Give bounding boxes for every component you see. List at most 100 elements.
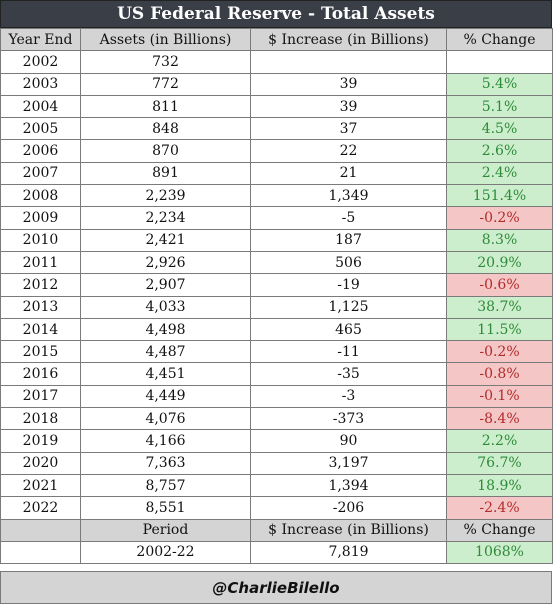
year-cell: 2004 bbox=[0, 94, 81, 119]
pct-change-cell: 2.6% bbox=[446, 139, 553, 163]
table-row: 2009 2,234 -5 -0.2% bbox=[0, 206, 553, 230]
table-row: 2022 8,551 -206 -2.4% bbox=[0, 496, 553, 520]
pct-change-cell: 18.9% bbox=[446, 473, 553, 498]
assets-cell: 8,551 bbox=[80, 496, 251, 520]
increase-cell: 3,197 bbox=[250, 451, 447, 475]
assets-cell: 4,498 bbox=[80, 317, 251, 342]
year-cell: 2017 bbox=[0, 384, 81, 409]
assets-cell: 848 bbox=[80, 117, 251, 141]
increase-cell: 1,125 bbox=[250, 295, 447, 319]
increase-cell: 506 bbox=[250, 250, 447, 275]
year-cell: 2007 bbox=[0, 161, 81, 186]
table-row: 2006 870 22 2.6% bbox=[0, 139, 553, 163]
pct-change-cell: -0.6% bbox=[446, 273, 553, 297]
assets-cell: 772 bbox=[80, 72, 251, 96]
summary-increase: 7,819 bbox=[250, 540, 447, 565]
table-row: 2016 4,451 -35 -0.8% bbox=[0, 362, 553, 386]
assets-cell: 4,076 bbox=[80, 407, 251, 431]
year-cell: 2015 bbox=[0, 340, 81, 364]
table-row: 2020 7,363 3,197 76.7% bbox=[0, 451, 553, 475]
assets-cell: 4,451 bbox=[80, 362, 251, 386]
year-cell: 2008 bbox=[0, 184, 81, 208]
increase-cell: -206 bbox=[250, 496, 447, 520]
increase-cell: -3 bbox=[250, 384, 447, 409]
column-header-year: Year End bbox=[0, 27, 81, 52]
increase-cell: 1,349 bbox=[250, 184, 447, 208]
year-cell: 2019 bbox=[0, 429, 81, 453]
increase-cell: 90 bbox=[250, 429, 447, 453]
summary-header-blank bbox=[0, 518, 81, 542]
year-cell: 2016 bbox=[0, 362, 81, 386]
year-cell: 2020 bbox=[0, 451, 81, 475]
summary-header-pct: % Change bbox=[446, 518, 553, 542]
pct-change-cell: -2.4% bbox=[446, 496, 553, 520]
summary-blank bbox=[0, 540, 81, 565]
assets-cell: 4,487 bbox=[80, 340, 251, 364]
pct-change-cell: 20.9% bbox=[446, 250, 553, 275]
year-cell: 2003 bbox=[0, 72, 81, 96]
column-header-increase: $ Increase (in Billions) bbox=[250, 27, 447, 52]
table-row: 2017 4,449 -3 -0.1% bbox=[0, 384, 553, 409]
increase-cell: -19 bbox=[250, 273, 447, 297]
increase-cell: 39 bbox=[250, 94, 447, 119]
increase-cell: 187 bbox=[250, 228, 447, 252]
assets-cell: 4,033 bbox=[80, 295, 251, 319]
increase-cell bbox=[250, 50, 447, 74]
assets-cell: 2,239 bbox=[80, 184, 251, 208]
table-row: 2019 4,166 90 2.2% bbox=[0, 429, 553, 453]
header-row: Year End Assets (in Billions) $ Increase… bbox=[0, 27, 553, 52]
assets-cell: 891 bbox=[80, 161, 251, 186]
pct-change-cell: 4.5% bbox=[446, 117, 553, 141]
table-row: 2004 811 39 5.1% bbox=[0, 94, 553, 119]
table-row: 2008 2,239 1,349 151.4% bbox=[0, 184, 553, 208]
chart-title: US Federal Reserve - Total Assets bbox=[0, 0, 552, 28]
pct-change-cell: -0.8% bbox=[446, 362, 553, 386]
year-cell: 2014 bbox=[0, 317, 81, 342]
assets-cell: 811 bbox=[80, 94, 251, 119]
year-cell: 2013 bbox=[0, 295, 81, 319]
table-row: 2018 4,076 -373 -8.4% bbox=[0, 407, 553, 431]
increase-cell: 39 bbox=[250, 72, 447, 96]
table-body: 2002 732 2003 772 39 5.4% 2004 811 39 5.1% 2005 848… bbox=[0, 50, 553, 520]
pct-change-cell: -0.2% bbox=[446, 206, 553, 230]
year-cell: 2010 bbox=[0, 228, 81, 252]
pct-change-cell: 5.4% bbox=[446, 72, 553, 96]
table-row: 2013 4,033 1,125 38.7% bbox=[0, 295, 553, 319]
assets-cell: 2,421 bbox=[80, 228, 251, 252]
year-cell: 2018 bbox=[0, 407, 81, 431]
pct-change-cell bbox=[446, 50, 553, 74]
pct-change-cell: 11.5% bbox=[446, 317, 553, 342]
pct-change-cell: 151.4% bbox=[446, 184, 553, 208]
year-cell: 2011 bbox=[0, 250, 81, 275]
assets-cell: 7,363 bbox=[80, 451, 251, 475]
increase-cell: 1,394 bbox=[250, 473, 447, 498]
table-row: 2021 8,757 1,394 18.9% bbox=[0, 473, 553, 498]
summary-pct: 1068% bbox=[446, 540, 553, 565]
assets-cell: 2,234 bbox=[80, 206, 251, 230]
year-cell: 2006 bbox=[0, 139, 81, 163]
assets-cell: 4,449 bbox=[80, 384, 251, 409]
increase-cell: 22 bbox=[250, 139, 447, 163]
assets-cell: 870 bbox=[80, 139, 251, 163]
table-row: 2012 2,907 -19 -0.6% bbox=[0, 273, 553, 297]
pct-change-cell: 76.7% bbox=[446, 451, 553, 475]
year-cell: 2022 bbox=[0, 496, 81, 520]
pct-change-cell: 2.2% bbox=[446, 429, 553, 453]
pct-change-cell: -0.1% bbox=[446, 384, 553, 409]
table-row: 2015 4,487 -11 -0.2% bbox=[0, 340, 553, 364]
increase-cell: -11 bbox=[250, 340, 447, 364]
author-credit: @CharlieBilello bbox=[0, 571, 552, 604]
summary-header-period: Period bbox=[80, 518, 251, 542]
year-cell: 2009 bbox=[0, 206, 81, 230]
assets-cell: 732 bbox=[80, 50, 251, 74]
column-header-assets: Assets (in Billions) bbox=[80, 27, 251, 52]
assets-cell: 2,926 bbox=[80, 250, 251, 275]
assets-cell: 4,166 bbox=[80, 429, 251, 453]
year-cell: 2021 bbox=[0, 473, 81, 498]
increase-cell: -373 bbox=[250, 407, 447, 431]
pct-change-cell: -8.4% bbox=[446, 407, 553, 431]
pct-change-cell: 2.4% bbox=[446, 161, 553, 186]
column-header-pct-change: % Change bbox=[446, 27, 553, 52]
table-row: 2014 4,498 465 11.5% bbox=[0, 317, 553, 342]
pct-change-cell: 8.3% bbox=[446, 228, 553, 252]
